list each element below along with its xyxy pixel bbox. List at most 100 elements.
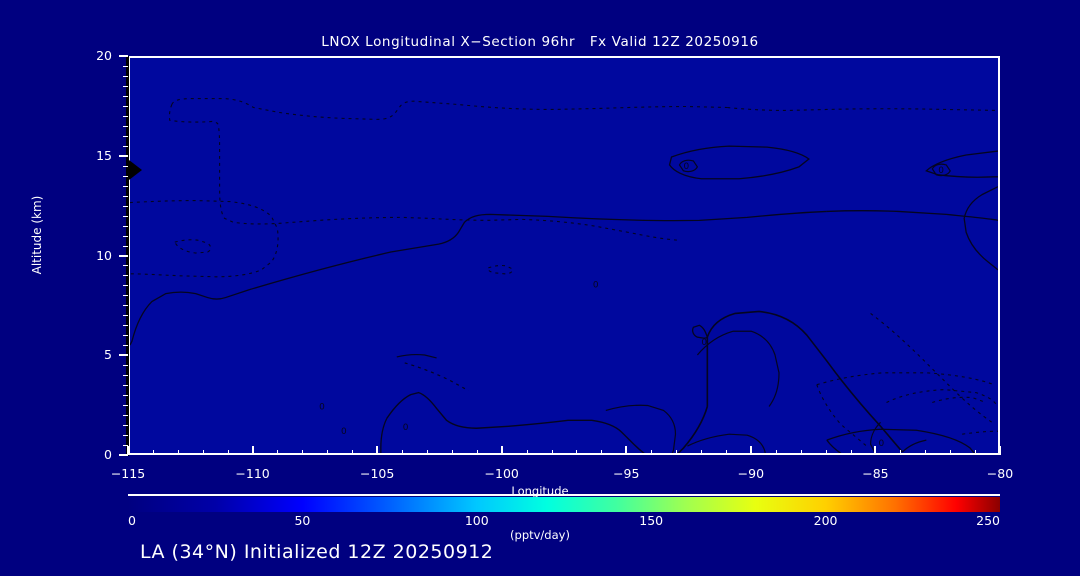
y-tick-label: 15 xyxy=(96,147,112,163)
y-tick-minor xyxy=(123,65,128,67)
contour-label: 0 xyxy=(341,427,347,437)
x-tick-minor xyxy=(825,450,827,455)
colorbar-tick-label: 250 xyxy=(976,513,1000,528)
y-tick-minor xyxy=(123,395,128,397)
x-tick-label: −110 xyxy=(235,466,270,481)
y-tick-minor xyxy=(123,445,128,447)
contour-overlay: 0 0 0 0 0 0 0 0 0 0 0 xyxy=(130,98,998,453)
y-tick-minor xyxy=(123,205,128,207)
y-tick-minor xyxy=(123,435,128,437)
x-tick-major xyxy=(376,446,379,455)
y-tick-minor xyxy=(123,365,128,367)
y-tick-minor xyxy=(123,375,128,377)
y-tick-minor xyxy=(123,345,128,347)
y-tick-minor xyxy=(123,145,128,147)
contour-label: 0 xyxy=(938,166,944,176)
y-tick-minor xyxy=(123,105,128,107)
y-tick-minor xyxy=(123,415,128,417)
x-tick-major xyxy=(127,446,129,455)
x-tick-minor xyxy=(177,450,179,455)
y-tick-label: 10 xyxy=(96,247,112,263)
y-tick-minor xyxy=(123,325,128,327)
y-tick-minor xyxy=(123,265,128,267)
x-tick-minor xyxy=(551,450,553,455)
contour-label: 0 xyxy=(879,439,885,449)
y-tick-minor xyxy=(123,95,128,97)
y-tick-major xyxy=(119,454,128,456)
y-tick-minor xyxy=(123,425,128,427)
x-tick-minor xyxy=(900,450,902,455)
y-tick-major xyxy=(119,154,128,157)
colorbar-gradient xyxy=(128,497,1000,512)
y-tick-minor xyxy=(123,335,128,337)
colorbar-tick-label: 150 xyxy=(639,513,664,528)
y-tick-major xyxy=(119,354,128,357)
y-tick-minor xyxy=(123,245,128,247)
y-tick-minor xyxy=(123,305,128,307)
y-tick-minor xyxy=(123,215,128,217)
x-tick-minor xyxy=(975,450,977,455)
x-tick-minor xyxy=(352,450,354,455)
x-tick-minor xyxy=(277,450,279,455)
y-tick-label: 20 xyxy=(96,48,112,63)
y-tick-minor xyxy=(123,285,128,287)
y-axis-title: Altitude (km) xyxy=(30,195,44,275)
x-tick-label: −95 xyxy=(613,466,640,481)
x-tick-minor xyxy=(202,450,204,455)
colorbar-tick-label: 200 xyxy=(813,513,838,528)
x-tick-minor xyxy=(701,450,703,455)
y-tick-label: 0 xyxy=(104,447,112,462)
colorbar-top-rule xyxy=(128,494,1000,496)
y-tick-minor xyxy=(123,135,128,137)
x-tick-minor xyxy=(426,450,428,455)
y-tick-minor xyxy=(123,225,128,227)
y-tick-minor xyxy=(123,165,128,167)
x-tick-minor xyxy=(227,450,229,455)
x-tick-major xyxy=(999,446,1001,455)
colorbar-units: (pptv/day) xyxy=(510,528,570,542)
y-tick-major xyxy=(119,254,128,257)
x-tick-label: −105 xyxy=(359,466,395,481)
x-tick-minor xyxy=(725,450,727,455)
x-tick-minor xyxy=(451,450,453,455)
y-tick-minor xyxy=(123,235,128,237)
y-tick-minor xyxy=(123,405,128,407)
contour-label: 0 xyxy=(319,402,325,412)
x-tick-minor xyxy=(302,450,304,455)
x-tick-label: −115 xyxy=(110,466,146,481)
x-tick-minor xyxy=(327,450,329,455)
y-tick-minor xyxy=(123,195,128,197)
x-tick-major xyxy=(749,446,752,455)
y-tick-minor xyxy=(123,385,128,387)
y-tick-minor xyxy=(123,295,128,297)
x-tick-major xyxy=(625,446,628,455)
colorbar-tick-label: 0 xyxy=(128,513,136,528)
x-tick-label: −100 xyxy=(484,466,519,481)
y-tick-minor xyxy=(123,315,128,317)
x-tick-minor xyxy=(576,450,578,455)
x-tick-minor xyxy=(152,450,154,455)
y-tick-minor xyxy=(123,85,128,87)
x-tick-minor xyxy=(402,450,404,455)
x-tick-label: −90 xyxy=(737,466,765,481)
colorbar-tick-label: 100 xyxy=(464,513,489,528)
contour-label: 0 xyxy=(701,338,707,348)
x-tick-major xyxy=(874,446,877,455)
x-tick-minor xyxy=(950,450,952,455)
x-tick-minor xyxy=(601,450,603,455)
y-tick-minor xyxy=(123,275,128,277)
x-tick-minor xyxy=(775,450,777,455)
x-tick-minor xyxy=(526,450,528,455)
x-tick-label: −80 xyxy=(986,466,1014,481)
x-tick-minor xyxy=(476,450,478,455)
y-tick-minor xyxy=(123,185,128,187)
colorbar xyxy=(128,497,1000,512)
page-title: LNOX Longitudinal X−Section 96hr Fx Vali… xyxy=(321,34,759,50)
colorbar-tick-label: 50 xyxy=(294,513,311,528)
x-tick-minor xyxy=(651,450,653,455)
x-tick-minor xyxy=(676,450,678,455)
y-tick-minor xyxy=(123,175,128,177)
x-tick-major xyxy=(251,446,254,455)
plot-area: 0 0 0 0 0 0 0 0 0 0 0 xyxy=(128,56,1000,455)
